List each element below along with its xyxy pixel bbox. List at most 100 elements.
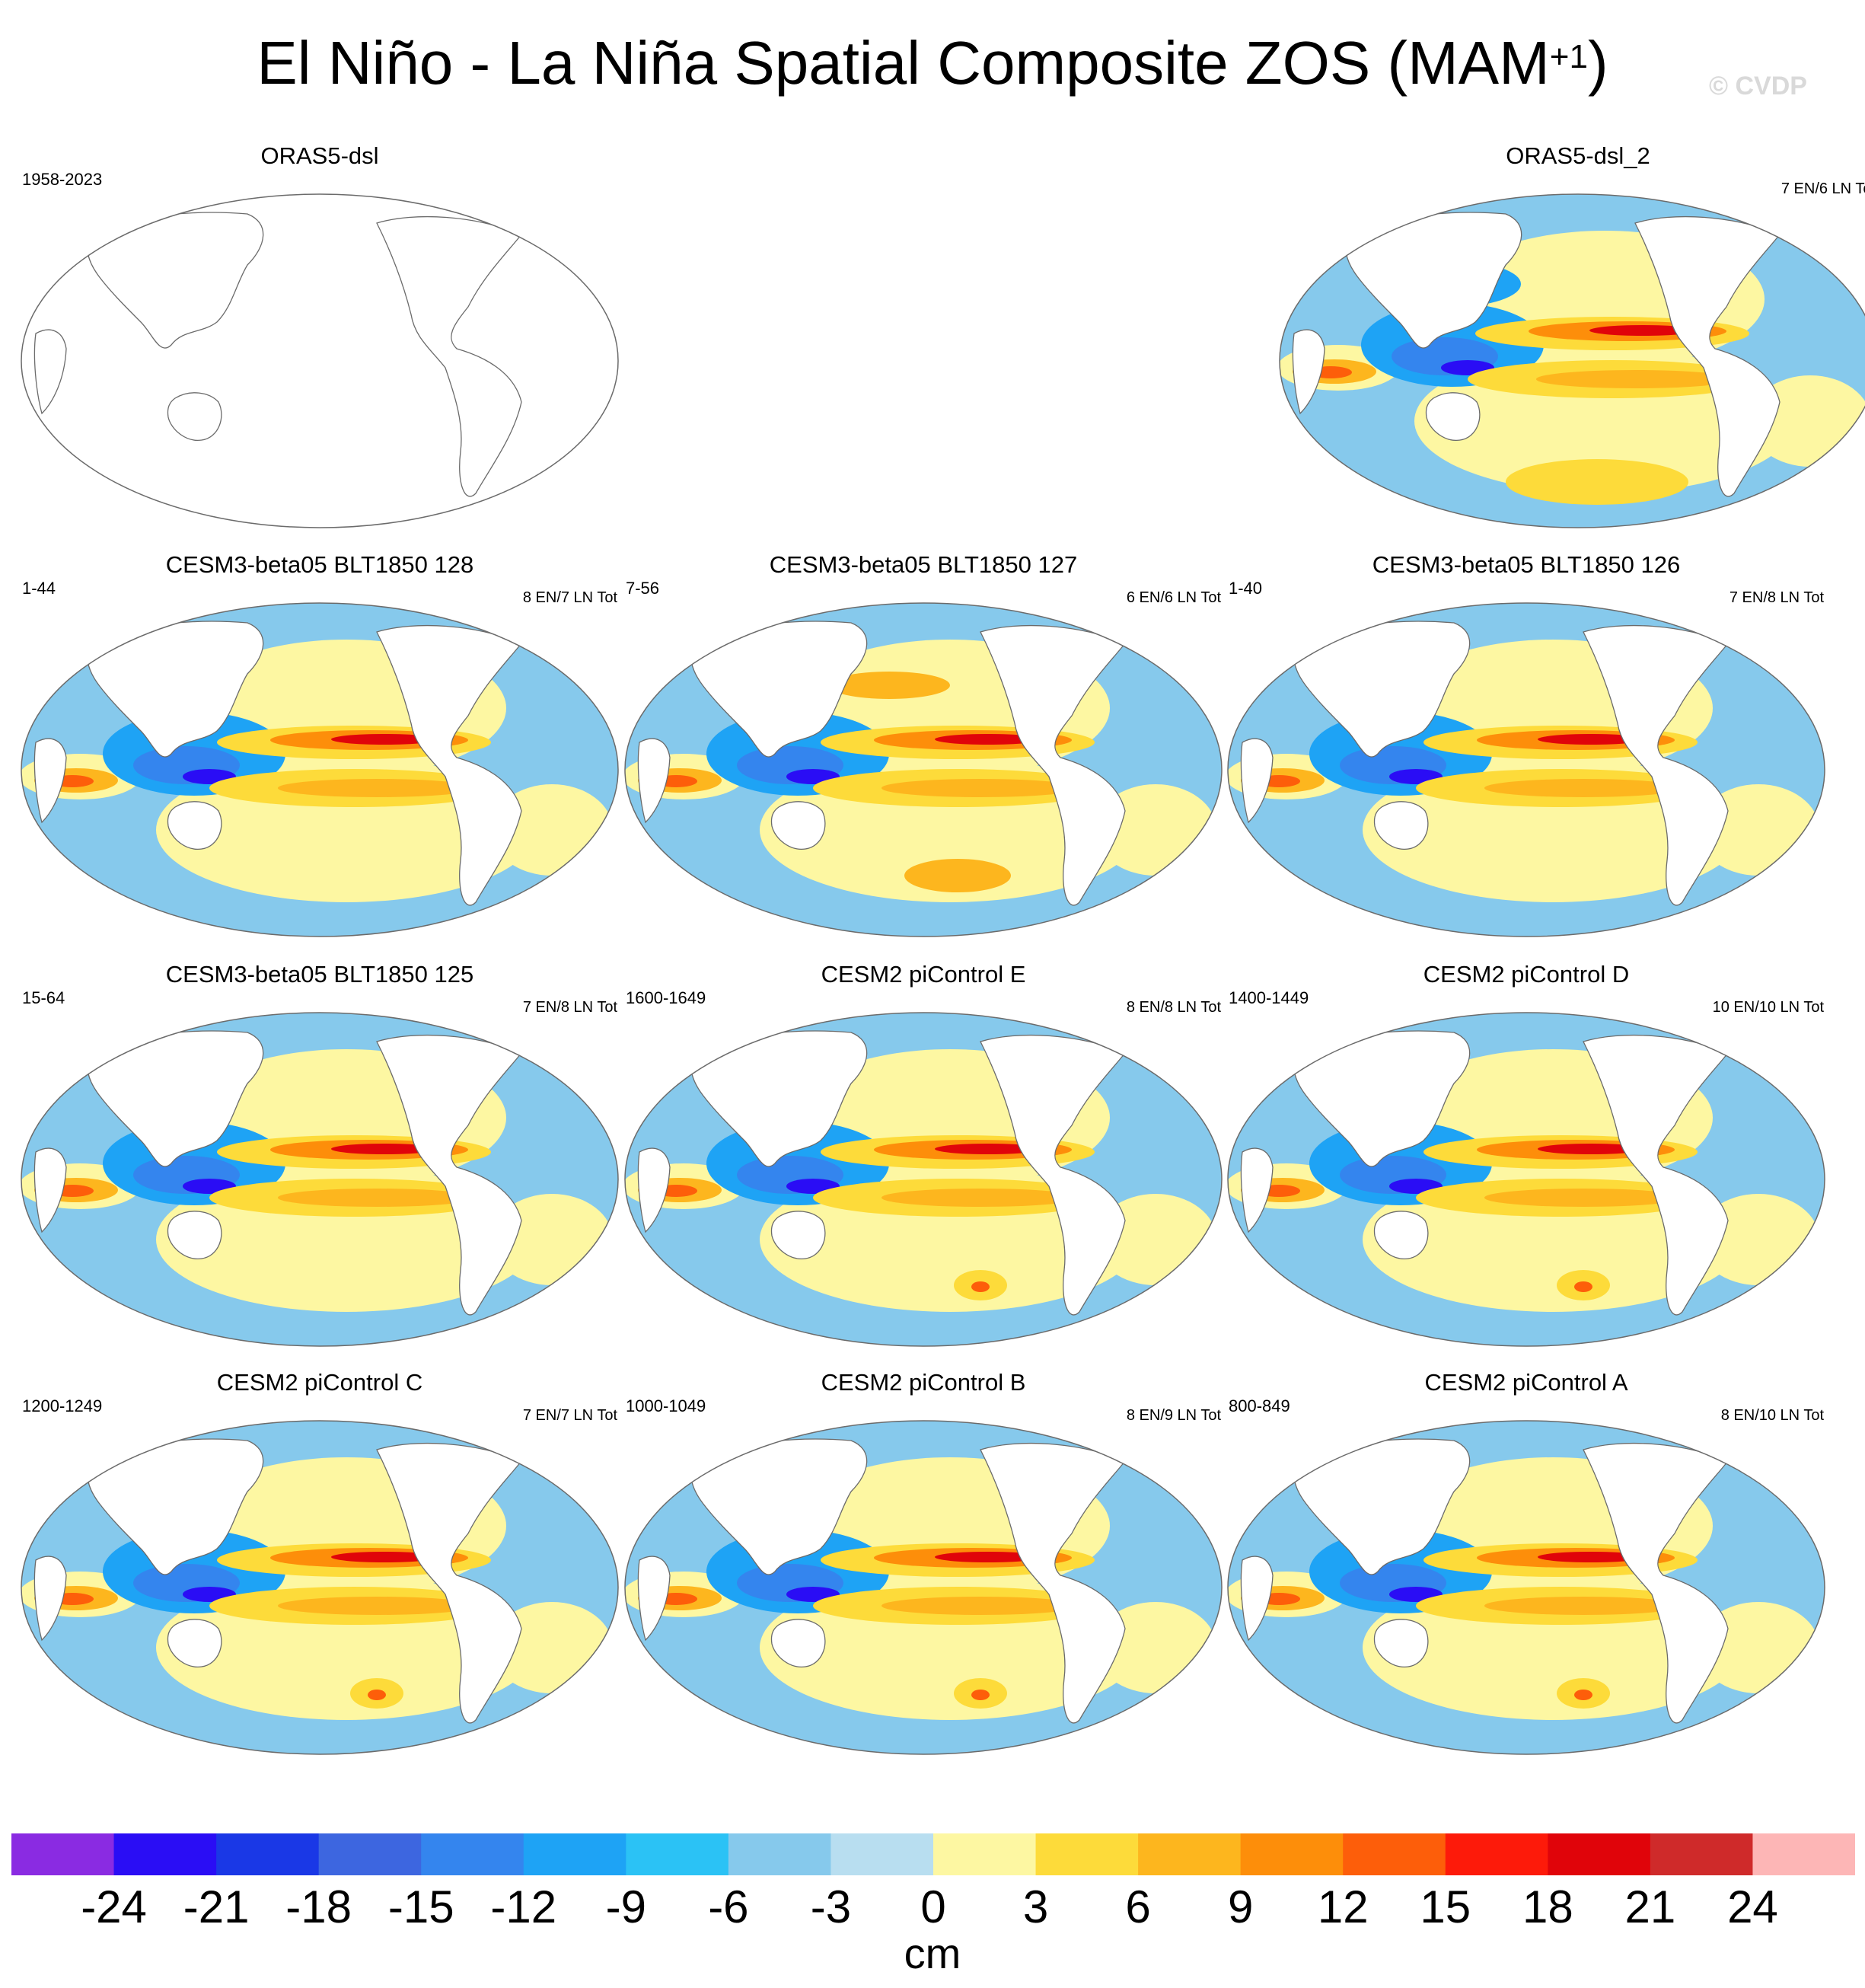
panel-event-count: 8 EN/9 LN Tot (1126, 1407, 1221, 1424)
map-field (625, 603, 1222, 937)
colorbar-tick-label: 6 (1125, 1881, 1151, 1932)
colorbar-tick-label: 24 (1727, 1881, 1778, 1932)
colorbar-swatch (1752, 1833, 1855, 1875)
colorbar-swatch (11, 1833, 115, 1875)
panel-title: CESM2 piControl A (1424, 1369, 1628, 1396)
colorbar-swatch (728, 1833, 831, 1875)
map-panel: CESM3-beta05 BLT1850 127 7-56 6 EN/6 LN To… (623, 550, 1224, 938)
robinson-map (1279, 193, 1865, 528)
map-field (1228, 1421, 1825, 1754)
map-panel: CESM2 piControl E 1600-1649 8 EN/8 LN Tot (623, 959, 1224, 1348)
map-field (1280, 194, 1865, 528)
robinson-map (21, 602, 619, 937)
panel-title: CESM3-beta05 BLT1850 128 (165, 551, 474, 578)
map-panel: CESM3-beta05 BLT1850 128 1-44 8 EN/7 LN To… (19, 550, 620, 938)
colorbar-swatch (1138, 1833, 1242, 1875)
colorbar-swatch (1343, 1833, 1446, 1875)
robinson-map (21, 1012, 619, 1347)
map-panel: CESM2 piControl D 1400-1449 10 EN/10 LN To… (1226, 959, 1827, 1348)
map-panel: CESM2 piControl A 800-849 8 EN/10 LN Tot (1226, 1367, 1827, 1756)
robinson-map (1227, 1420, 1825, 1755)
panel-event-count: 8 EN/8 LN Tot (1126, 999, 1221, 1016)
map-panel: CESM2 piControl C 1200-1249 7 EN/7 LN Tot (19, 1367, 620, 1756)
colorbar-swatch (523, 1833, 626, 1875)
panel-period: 1-40 (1229, 579, 1263, 598)
colorbar-swatch (1548, 1833, 1651, 1875)
map-field (21, 603, 618, 937)
panel-period: 1-44 (22, 579, 56, 598)
panel-event-count: 8 EN/10 LN Tot (1720, 1407, 1824, 1424)
panel-title: ORAS5-dsl (260, 142, 379, 169)
panel-period: 800-849 (1229, 1396, 1290, 1415)
robinson-map (21, 193, 619, 528)
panel-event-count: 7 EN/8 LN Tot (522, 999, 617, 1016)
colorbar-tick-label: -21 (183, 1881, 250, 1932)
panel-event-count: 7 EN/8 LN Tot (1729, 589, 1824, 606)
map-field (1228, 603, 1825, 937)
robinson-map (1227, 602, 1825, 937)
panel-period: 1600-1649 (626, 988, 706, 1007)
main-title-superscript: +1 (1549, 38, 1588, 75)
map-field (33, 212, 523, 497)
map-field (21, 1421, 618, 1754)
colorbar-swatch (1035, 1833, 1139, 1875)
colorbar-tick-label: -3 (810, 1881, 852, 1932)
panel-event-count: 10 EN/10 LN Tot (1712, 999, 1824, 1016)
colorbar-tick-label: 9 (1227, 1881, 1254, 1932)
map-panel: CESM3-beta05 BLT1850 125 15-64 7 EN/8 LN T… (19, 959, 620, 1348)
robinson-map (624, 1012, 1223, 1347)
panel-title: CESM2 piControl C (216, 1369, 423, 1396)
panel-period: 1000-1049 (626, 1396, 706, 1415)
panel-title: CESM2 piControl D (1423, 961, 1630, 988)
colorbar-swatch (1445, 1833, 1548, 1875)
panel-event-count: 6 EN/6 LN Tot (1126, 589, 1221, 606)
panel-period: 1200-1249 (22, 1396, 103, 1415)
map-field (21, 1013, 618, 1346)
robinson-map (1227, 1012, 1825, 1347)
colorbar-tick-label: 12 (1317, 1881, 1369, 1932)
panel-title: CESM3-beta05 BLT1850 127 (769, 551, 1078, 578)
colorbar-swatch (1240, 1833, 1344, 1875)
panel-title: CESM2 piControl E (821, 961, 1026, 988)
colorbar-tick-label: -24 (81, 1881, 147, 1932)
colorbar-tick-label: -9 (605, 1881, 647, 1932)
colorbar-tick-label: -12 (490, 1881, 557, 1932)
colorbar-swatch (1650, 1833, 1753, 1875)
map-panel: CESM3-beta05 BLT1850 126 1-40 7 EN/8 LN To… (1226, 550, 1827, 938)
colorbar-swatch (830, 1833, 934, 1875)
panel-period: 1400-1449 (1229, 988, 1309, 1007)
panel-title: CESM3-beta05 BLT1850 125 (165, 961, 474, 988)
map-panel: ORAS5-dsl 1958-2023 (19, 141, 620, 529)
map-field (1228, 1013, 1825, 1346)
robinson-map (21, 1420, 619, 1755)
panel-period: 1958-2023 (22, 170, 103, 189)
colorbar-unit: cm (904, 1929, 961, 1977)
colorbar-tick-label: -15 (387, 1881, 454, 1932)
panel-event-count: 7 EN/6 LN Tot (1781, 180, 1865, 197)
panel-title: CESM3-beta05 BLT1850 126 (1372, 551, 1681, 578)
robinson-map (624, 602, 1223, 937)
colorbar-swatch (933, 1833, 1037, 1875)
main-title-close: ) (1587, 29, 1608, 97)
panel-event-count: 7 EN/7 LN Tot (522, 1407, 617, 1424)
colorbar-swatch (318, 1833, 422, 1875)
panel-period: 7-56 (626, 579, 660, 598)
panel-title: CESM2 piControl B (821, 1369, 1026, 1396)
watermark: © CVDP (1709, 72, 1807, 101)
main-title: El Niño - La Niña Spatial Composite ZOS … (0, 29, 1865, 97)
map-panel: CESM2 piControl B 1000-1049 8 EN/9 LN Tot (623, 1367, 1224, 1756)
map-field (625, 1013, 1222, 1346)
robinson-map (624, 1420, 1223, 1755)
colorbar-swatch (421, 1833, 524, 1875)
colorbar (11, 1833, 1855, 1875)
colorbar-tick-label: 3 (1022, 1881, 1049, 1932)
panel-event-count: 8 EN/7 LN Tot (522, 589, 617, 606)
colorbar-tick-label: -18 (285, 1881, 352, 1932)
colorbar-swatch (626, 1833, 729, 1875)
colorbar-tick-label: -6 (708, 1881, 749, 1932)
colorbar-swatch (113, 1833, 217, 1875)
panel-title: ORAS5-dsl_2 (1506, 142, 1650, 169)
colorbar-tick-label: 18 (1522, 1881, 1573, 1932)
panel-period: 15-64 (22, 988, 65, 1007)
colorbar-tick-label: 0 (920, 1881, 946, 1932)
